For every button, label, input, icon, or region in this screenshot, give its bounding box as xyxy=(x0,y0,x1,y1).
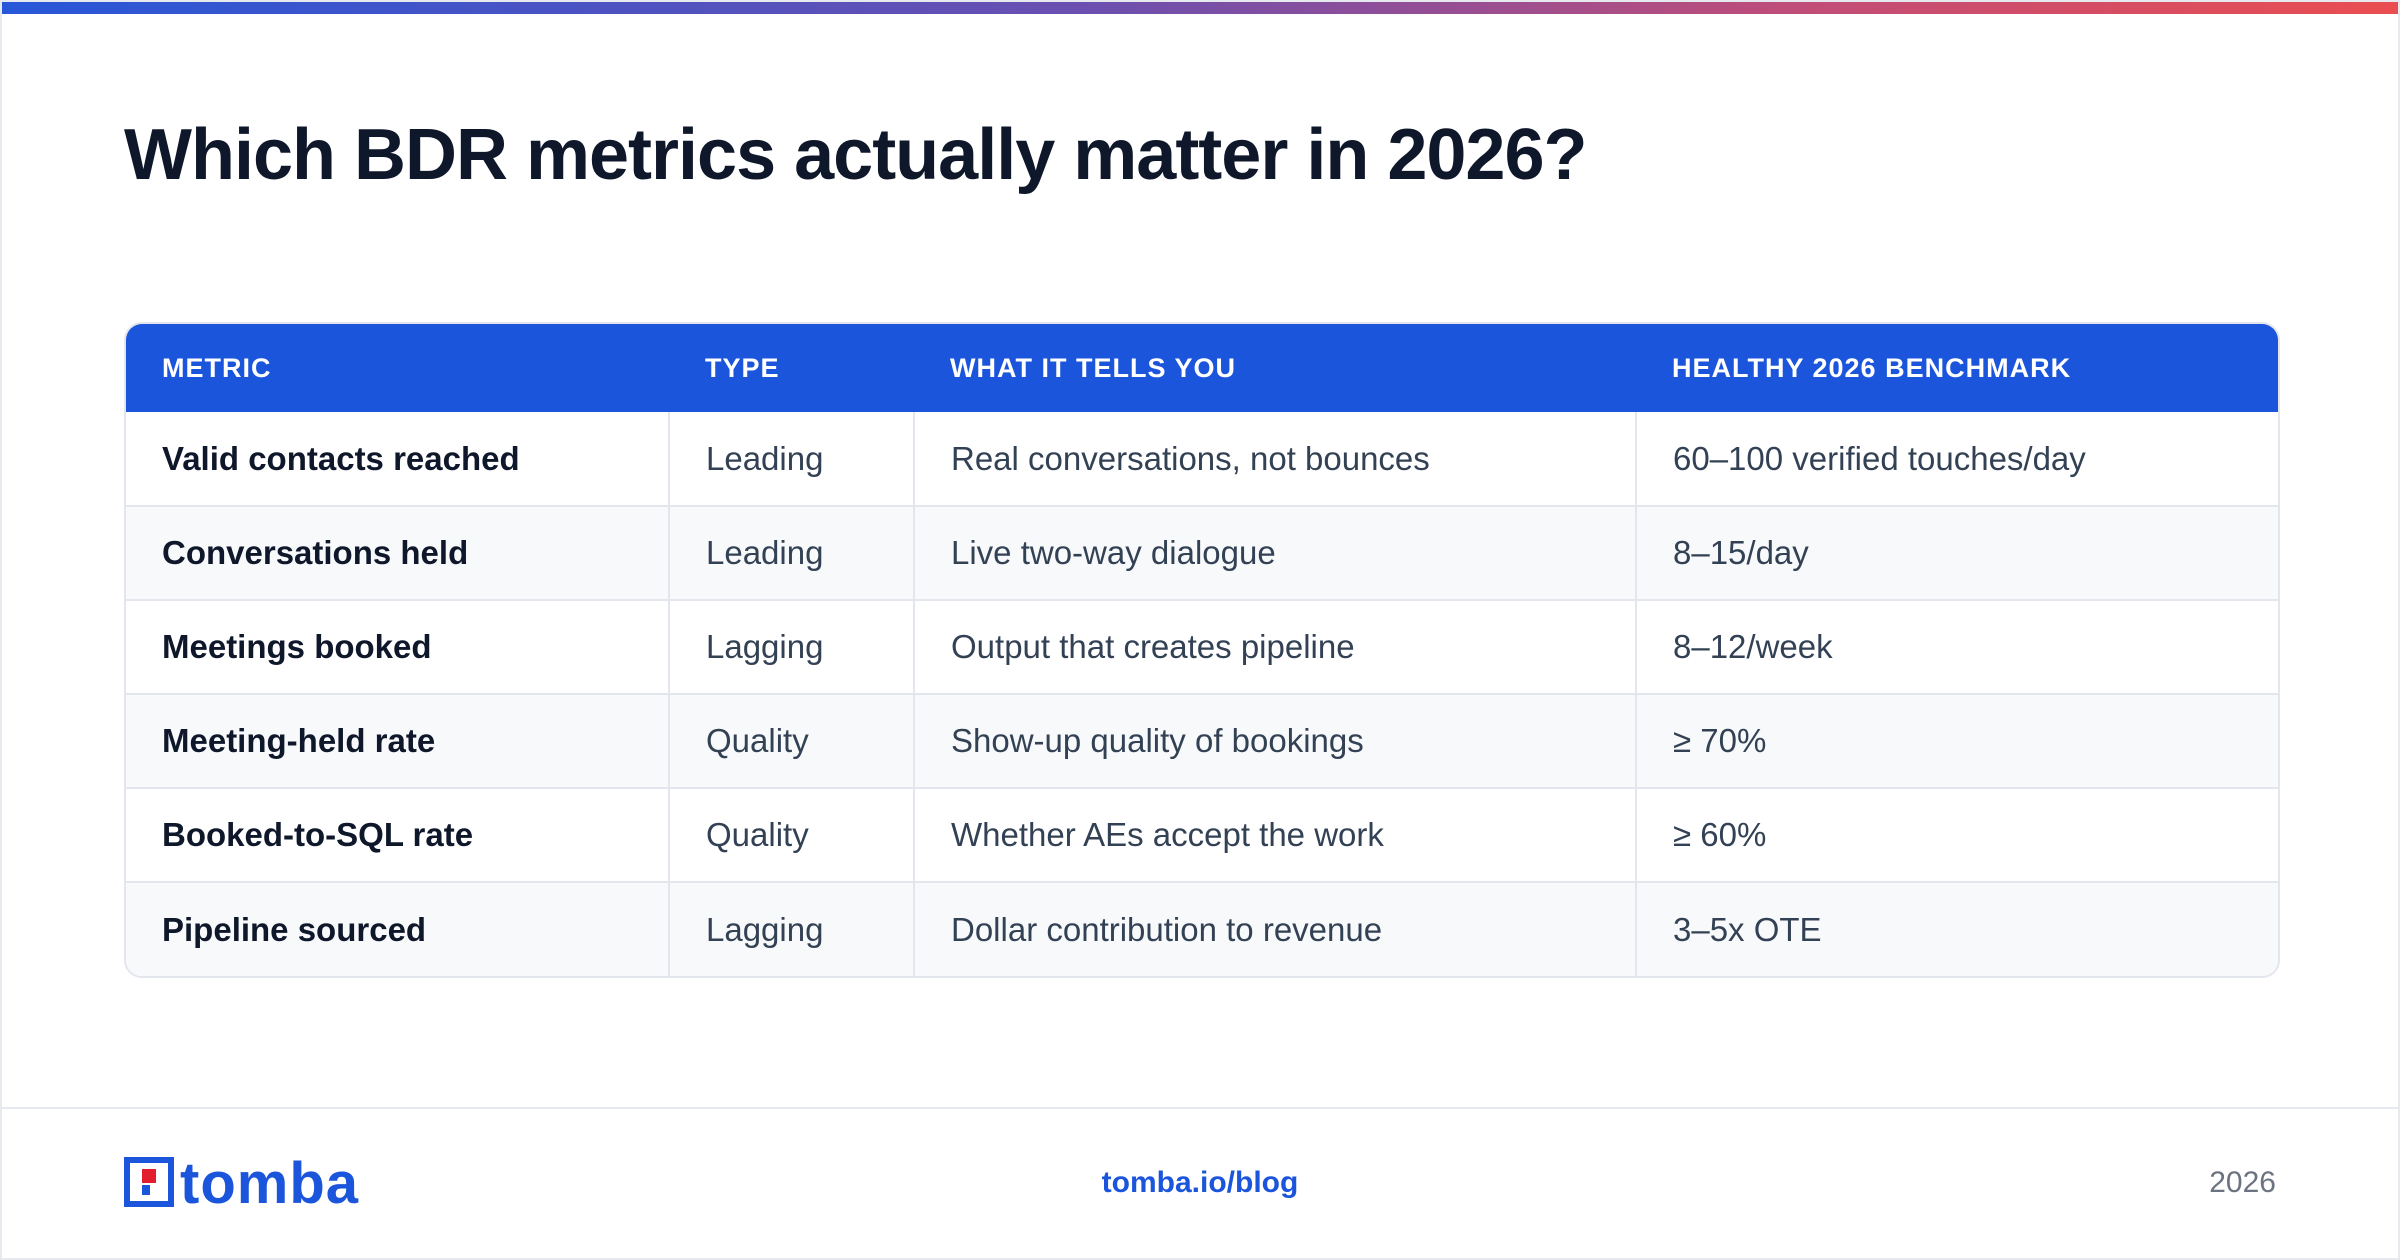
cell-type: Quality xyxy=(668,787,914,882)
column-header-type: TYPE xyxy=(669,324,914,412)
cell-benchmark: ≥ 60% xyxy=(1635,787,2278,882)
table-row: Meetings booked Lagging Output that crea… xyxy=(126,599,2278,694)
tomba-logo-icon xyxy=(124,1156,174,1212)
cell-what-it-tells-you: Whether AEs accept the work xyxy=(913,787,1636,882)
cell-what-it-tells-you: Output that creates pipeline xyxy=(913,599,1636,694)
cell-metric: Pipeline sourced xyxy=(126,881,669,976)
footer-year: 2026 xyxy=(2209,1166,2276,1199)
cell-metric: Conversations held xyxy=(126,505,669,600)
cell-what-it-tells-you: Real conversations, not bounces xyxy=(913,412,1636,506)
footer-blog-link[interactable]: tomba.io/blog xyxy=(1101,1166,1299,1199)
cell-benchmark: 3–5x OTE xyxy=(1635,881,2278,976)
page-title: Which BDR metrics actually matter in 202… xyxy=(124,115,1587,195)
column-header-what-it-tells-you: WHAT IT TELLS YOU xyxy=(914,324,1636,412)
table-row: Booked-to-SQL rate Quality Whether AEs a… xyxy=(126,787,2278,882)
cell-type: Leading xyxy=(668,412,914,506)
footer-divider xyxy=(2,1107,2398,1109)
cell-benchmark: 8–15/day xyxy=(1635,505,2278,600)
table-body: Valid contacts reached Leading Real conv… xyxy=(126,412,2278,976)
metrics-table: METRIC TYPE WHAT IT TELLS YOU HEALTHY 20… xyxy=(126,324,2278,976)
cell-benchmark: ≥ 70% xyxy=(1635,693,2278,788)
cell-metric: Meeting-held rate xyxy=(126,693,669,788)
cell-type: Leading xyxy=(668,505,914,600)
cell-metric: Valid contacts reached xyxy=(162,439,520,477)
table-row: Conversations held Leading Live two-way … xyxy=(126,505,2278,600)
tomba-logo[interactable]: tomba xyxy=(124,1151,359,1216)
cell-what-it-tells-you: Show-up quality of bookings xyxy=(913,693,1636,788)
column-header-metric: METRIC xyxy=(126,324,669,412)
cell-metric: Meetings booked xyxy=(126,599,669,694)
tomba-logo-wordmark: tomba xyxy=(180,1151,359,1216)
metrics-table-container: METRIC TYPE WHAT IT TELLS YOU HEALTHY 20… xyxy=(124,322,2280,978)
table-header: METRIC TYPE WHAT IT TELLS YOU HEALTHY 20… xyxy=(126,324,2278,412)
table-row: Valid contacts reached Leading Real conv… xyxy=(126,412,2278,506)
cell-what-it-tells-you: Live two-way dialogue xyxy=(913,505,1636,600)
cell-metric: Booked-to-SQL rate xyxy=(126,787,669,882)
cell-type: Lagging xyxy=(668,881,914,976)
cell-type: Lagging xyxy=(668,599,914,694)
cell-type: Quality xyxy=(668,693,914,788)
cell-benchmark: 60–100 verified touches/day xyxy=(1635,412,2278,506)
gradient-top-bar xyxy=(2,2,2398,14)
cell-benchmark: 8–12/week xyxy=(1635,599,2278,694)
cell-what-it-tells-you: Dollar contribution to revenue xyxy=(913,881,1636,976)
table-header-row: METRIC TYPE WHAT IT TELLS YOU HEALTHY 20… xyxy=(126,324,2278,412)
column-header-benchmark: HEALTHY 2026 BENCHMARK xyxy=(1636,324,2278,412)
table-row: Pipeline sourced Lagging Dollar contribu… xyxy=(126,881,2278,976)
table-row: Meeting-held rate Quality Show-up qualit… xyxy=(126,693,2278,788)
